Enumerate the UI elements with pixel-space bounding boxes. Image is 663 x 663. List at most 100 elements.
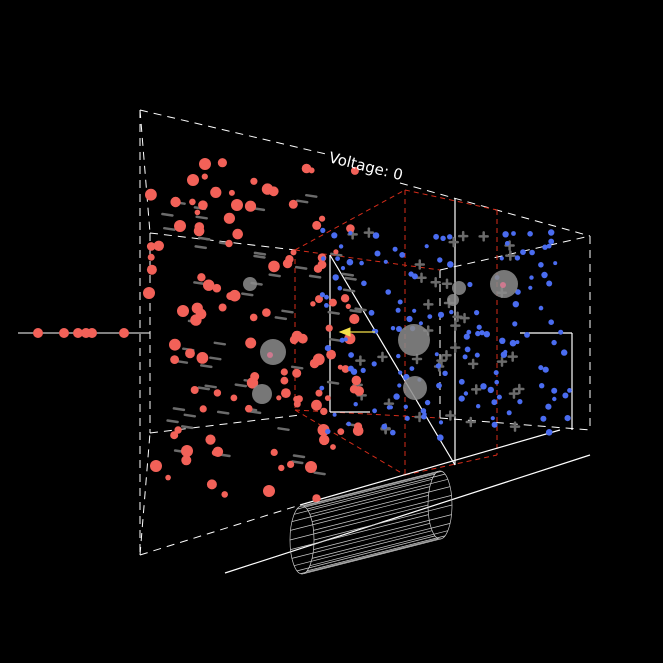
positive-charge [292, 368, 302, 378]
field-dash [268, 273, 281, 278]
positive-charge [146, 242, 156, 251]
field-plus [430, 277, 441, 288]
negative-charge [458, 378, 465, 385]
positive-charge [297, 333, 308, 344]
positive-charge [320, 407, 328, 416]
negative-charge [538, 365, 544, 371]
negative-charges [319, 227, 572, 442]
field-plus [449, 342, 461, 353]
positive-charge [153, 240, 164, 251]
field-dash [292, 454, 306, 459]
positive-charge [280, 376, 289, 385]
negative-charge [396, 326, 402, 332]
negative-charge [515, 289, 521, 295]
negative-charge [372, 232, 380, 239]
field-dash [241, 292, 254, 297]
field-dash [248, 410, 262, 415]
positive-charge [165, 474, 171, 481]
positive-charge [198, 200, 208, 210]
negative-charge [493, 370, 499, 376]
field-plus [467, 358, 479, 370]
positive-charge [190, 314, 202, 326]
negative-charge [421, 413, 427, 420]
field-plus [496, 356, 508, 367]
field-dash [327, 310, 340, 315]
field-dash [216, 410, 230, 415]
negative-charge [332, 412, 337, 417]
field-dash [305, 193, 318, 198]
negative-charge [545, 403, 552, 410]
positive-charge [150, 460, 162, 472]
negative-charge [546, 280, 553, 287]
positive-charge [285, 255, 294, 264]
field-dash [234, 383, 248, 388]
negative-charge [494, 379, 500, 385]
positive-charge [185, 348, 195, 359]
field-plus [514, 383, 525, 395]
negative-charge [424, 244, 429, 249]
positive-charge [270, 448, 278, 456]
negative-charge [390, 326, 396, 331]
negative-charge [348, 230, 353, 236]
positive-charge [170, 196, 181, 208]
negative-charge [548, 229, 555, 236]
positive-charge [268, 260, 280, 273]
positive-charge [305, 461, 317, 473]
field-dash [277, 427, 290, 432]
negative-charge [499, 256, 504, 261]
positive-charge [201, 173, 208, 180]
negative-charge [353, 402, 358, 407]
field-plus [363, 227, 375, 238]
negative-charge [541, 271, 548, 279]
negative-charge [467, 281, 473, 288]
negative-charge [464, 346, 471, 353]
positive-charge [217, 158, 227, 168]
negative-charge [335, 256, 340, 261]
negative-charge [437, 257, 443, 263]
positive-charge [325, 324, 333, 332]
field-plus [436, 355, 447, 366]
positive-charge [311, 399, 322, 411]
negative-charge [337, 285, 343, 291]
positive-charge [330, 444, 336, 450]
positive-charge [276, 395, 282, 401]
field-plus [507, 351, 518, 362]
positive-charge [313, 264, 323, 273]
positive-charge [312, 220, 322, 230]
negative-charge [558, 329, 564, 335]
negative-charge [331, 232, 338, 239]
positive-charges [33, 158, 364, 503]
positive-charge [199, 405, 207, 413]
negative-charge [437, 434, 444, 442]
negative-charge [361, 280, 367, 287]
negative-charge [418, 321, 423, 326]
field-dash [308, 274, 322, 279]
field-dash [209, 356, 222, 361]
field-dash [200, 364, 213, 369]
positive-charge [174, 426, 182, 434]
field-plus [508, 388, 520, 399]
negative-charge [371, 361, 377, 367]
negative-charge [412, 308, 417, 313]
negative-charge [564, 415, 571, 422]
positive-charge [87, 328, 97, 338]
negative-charge [548, 238, 555, 245]
negative-charge [324, 345, 331, 352]
field-dash [161, 212, 174, 217]
positive-charge [289, 335, 299, 345]
field-plus [450, 320, 461, 331]
field-dash [166, 419, 179, 424]
field-dash [330, 252, 343, 257]
field-dash [344, 276, 357, 281]
field-dash [197, 236, 211, 241]
negative-charge [509, 339, 517, 347]
positive-charge [212, 446, 224, 457]
positive-charge [328, 298, 337, 307]
positive-charge [59, 328, 69, 338]
field-dash [290, 365, 304, 370]
cylinder-wire-icon [289, 470, 453, 575]
negative-charge [390, 429, 396, 436]
negative-charge [463, 333, 470, 340]
arrow-icon [338, 327, 375, 337]
